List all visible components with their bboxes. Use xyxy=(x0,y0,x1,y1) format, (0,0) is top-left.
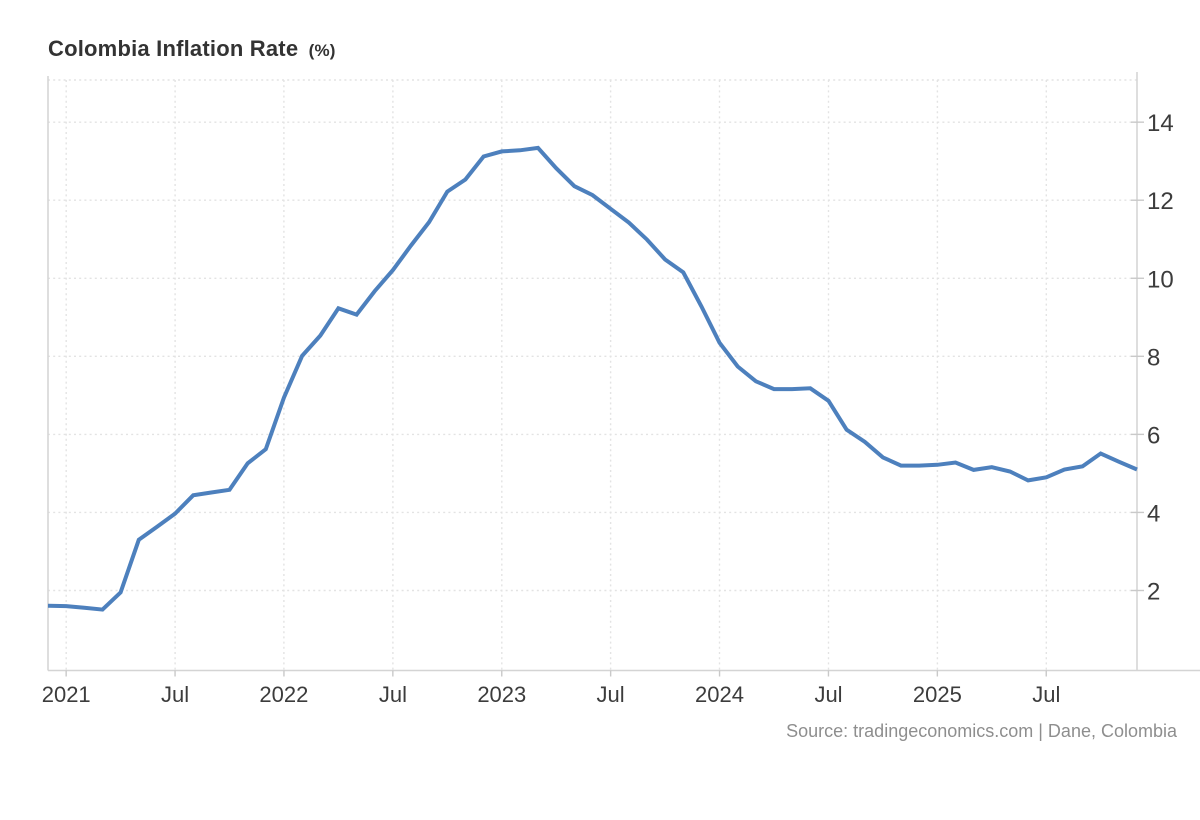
source-caption: Source: tradingeconomics.com | Dane, Col… xyxy=(786,721,1177,741)
x-tick-label: Jul xyxy=(597,682,625,707)
y-tick-label: 2 xyxy=(1147,579,1160,606)
x-tick-label: Jul xyxy=(379,682,407,707)
chart-title: Colombia Inflation Rate (%) xyxy=(48,36,336,62)
x-tick-label: 2025 xyxy=(913,682,962,707)
x-tick-label: 2022 xyxy=(259,682,308,707)
x-tick-label: Jul xyxy=(1032,682,1060,707)
inflation-rate-line[interactable] xyxy=(47,145,1138,612)
plot-area[interactable] xyxy=(48,80,1137,671)
y-tick-label: 8 xyxy=(1147,344,1160,371)
x-tick-label: 2024 xyxy=(695,682,744,707)
y-tick-label: 4 xyxy=(1147,500,1160,527)
y-tick-label: 14 xyxy=(1147,110,1174,137)
chart-title-unit: (%) xyxy=(308,41,336,60)
y-tick-label: 6 xyxy=(1147,422,1160,449)
y-tick-label: 12 xyxy=(1147,188,1174,215)
x-tick-label: 2021 xyxy=(42,682,91,707)
x-tick-label: 2023 xyxy=(477,682,526,707)
x-tick-label: Jul xyxy=(161,682,189,707)
y-tick-label: 10 xyxy=(1147,266,1174,293)
chart-title-text: Colombia Inflation Rate xyxy=(48,36,299,61)
x-tick-label: Jul xyxy=(814,682,842,707)
